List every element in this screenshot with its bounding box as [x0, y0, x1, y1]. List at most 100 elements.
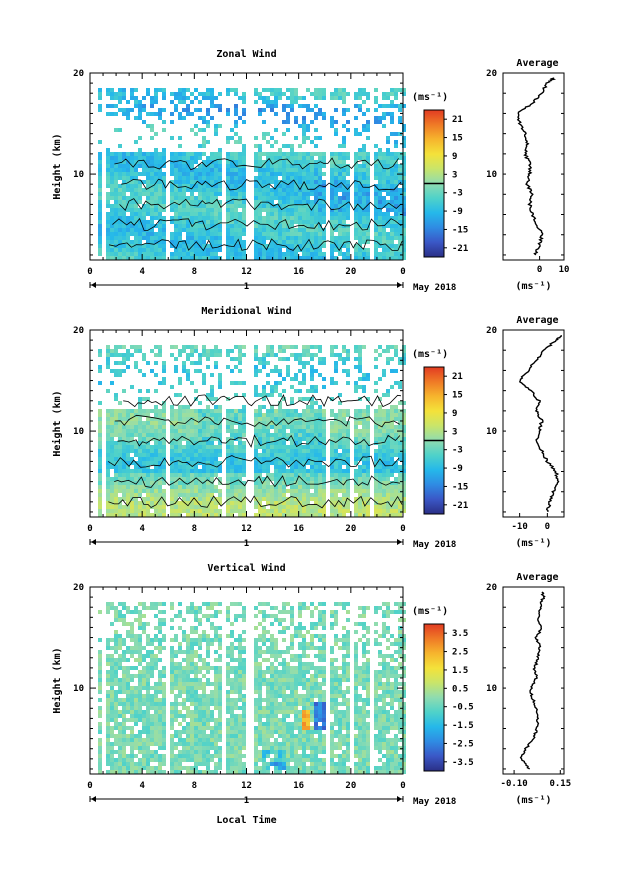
- heatmap-cell: [358, 377, 362, 381]
- heatmap-cell: [278, 425, 282, 429]
- heatmap-cell: [242, 176, 246, 180]
- heatmap-cell: [118, 473, 122, 477]
- heatmap-cell: [322, 152, 326, 156]
- heatmap-cell: [374, 473, 378, 477]
- heatmap-cell: [358, 208, 362, 212]
- heatmap-cell: [202, 220, 206, 224]
- heatmap-cell: [378, 473, 382, 477]
- heatmap-cell: [354, 256, 358, 260]
- heatmap-cell: [262, 417, 266, 421]
- heatmap-cell: [130, 108, 134, 112]
- heatmap-cell: [258, 204, 262, 208]
- heatmap-cell: [238, 192, 242, 196]
- heatmap-cell: [182, 92, 186, 96]
- heatmap-cell: [334, 445, 338, 449]
- heatmap-cell: [318, 192, 322, 196]
- heatmap-cell: [146, 192, 150, 196]
- heatmap-cell: [182, 461, 186, 465]
- heatmap-cell: [242, 168, 246, 172]
- heatmap-cell: [138, 104, 142, 108]
- heatmap-cell: [398, 493, 402, 497]
- heatmap-cell: [98, 638, 102, 642]
- heatmap-cell: [118, 445, 122, 449]
- heatmap-cell: [190, 433, 194, 437]
- heatmap-cell: [170, 232, 174, 236]
- heatmap-cell: [398, 176, 402, 180]
- heatmap-cell: [214, 216, 218, 220]
- heatmap-cell: [374, 164, 378, 168]
- heatmap-cell: [98, 473, 102, 477]
- heatmap-cell: [398, 108, 402, 112]
- heatmap-cell: [130, 694, 134, 698]
- heatmap-cell: [346, 453, 350, 457]
- heatmap-cell: [210, 216, 214, 220]
- heatmap-cell: [194, 501, 198, 505]
- heatmap-cell: [106, 425, 110, 429]
- heatmap-cell: [346, 120, 350, 124]
- x-tick-label: 8: [192, 267, 197, 277]
- heatmap-cell: [314, 192, 318, 196]
- heatmap-cell: [174, 244, 178, 248]
- heatmap-cell: [126, 658, 130, 662]
- heatmap-cell: [130, 469, 134, 473]
- heatmap-cell: [330, 216, 334, 220]
- heatmap-cell: [118, 742, 122, 746]
- heatmap-cell: [394, 437, 398, 441]
- heatmap-cell: [230, 509, 234, 513]
- heatmap-cell: [306, 501, 310, 505]
- heatmap-cell: [130, 208, 134, 212]
- heatmap-cell: [258, 417, 262, 421]
- heatmap-cell: [342, 437, 346, 441]
- heatmap-cell: [342, 124, 346, 128]
- heatmap-cell: [118, 513, 122, 517]
- heatmap-cell: [130, 750, 134, 754]
- heatmap-cell: [158, 232, 162, 236]
- heatmap-cell: [158, 112, 162, 116]
- heatmap-cell: [98, 465, 102, 469]
- heatmap-cell: [278, 244, 282, 248]
- heatmap-cell: [174, 489, 178, 493]
- heatmap-cell: [182, 176, 186, 180]
- heatmap-cell: [306, 421, 310, 425]
- heatmap-cell: [318, 465, 322, 469]
- heatmap-cell: [270, 417, 274, 421]
- heatmap-cell: [354, 164, 358, 168]
- heatmap-cell: [194, 361, 198, 365]
- heatmap-cell: [130, 714, 134, 718]
- heatmap-cell: [302, 236, 306, 240]
- heatmap-cell: [378, 377, 382, 381]
- heatmap-cell: [206, 252, 210, 256]
- heatmap-cell: [366, 180, 370, 184]
- heatmap-cell: [302, 505, 306, 509]
- heatmap-cell: [118, 730, 122, 734]
- heatmap-cell: [282, 240, 286, 244]
- heatmap-cell: [106, 670, 110, 674]
- heatmap-cell: [310, 401, 314, 405]
- heatmap-cell: [310, 108, 314, 112]
- heatmap-cell: [106, 722, 110, 726]
- heatmap-cell: [134, 236, 138, 240]
- heatmap-cell: [186, 108, 190, 112]
- heatmap-cell: [130, 184, 134, 188]
- heatmap-cell: [214, 473, 218, 477]
- heatmap-cell: [178, 409, 182, 413]
- heatmap-cell: [366, 497, 370, 501]
- heatmap-cell: [394, 104, 398, 108]
- heatmap-cell: [290, 489, 294, 493]
- heatmap-cell: [98, 92, 102, 96]
- heatmap-cell: [342, 473, 346, 477]
- heatmap-cell: [262, 397, 266, 401]
- heatmap-cell: [106, 646, 110, 650]
- heatmap-cell: [286, 373, 290, 377]
- heatmap-cell: [374, 212, 378, 216]
- heatmap-cell: [214, 457, 218, 461]
- heatmap-cell: [338, 164, 342, 168]
- heatmap-cell: [186, 497, 190, 501]
- heatmap-cell: [238, 200, 242, 204]
- heatmap-cell: [342, 172, 346, 176]
- heatmap-cell: [178, 381, 182, 385]
- heatmap-cell: [294, 152, 298, 156]
- heatmap-cell: [338, 216, 342, 220]
- heatmap-cell: [226, 417, 230, 421]
- heatmap-cell: [354, 437, 358, 441]
